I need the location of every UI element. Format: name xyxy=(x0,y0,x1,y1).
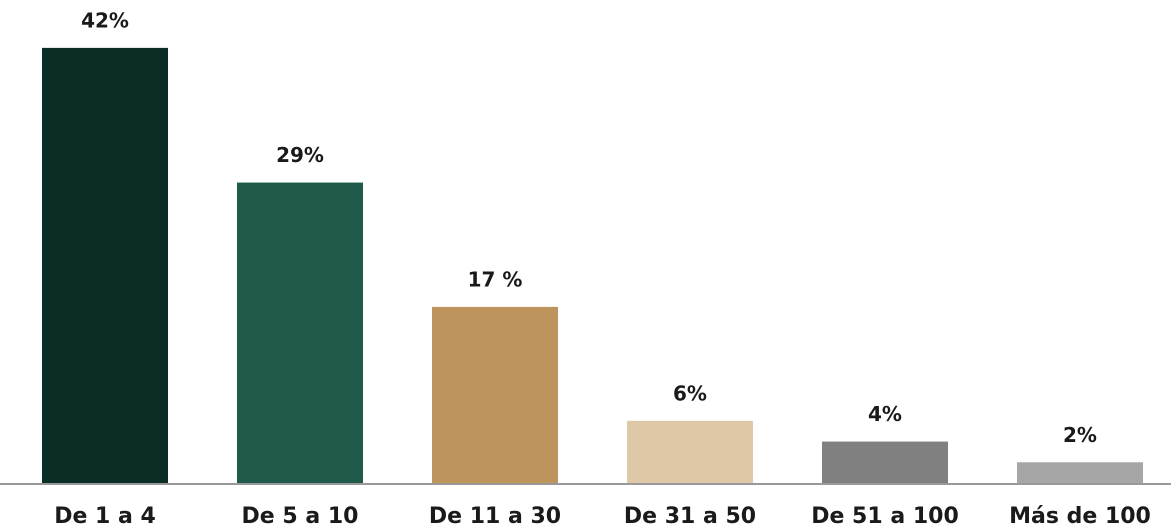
value-label: 29% xyxy=(276,143,324,167)
value-label: 17 % xyxy=(468,267,523,291)
bar xyxy=(1017,462,1143,483)
value-label: 6% xyxy=(673,381,707,405)
x-tick-label: De 31 a 50 xyxy=(624,504,756,529)
x-tick-label: Más de 100 xyxy=(1009,504,1151,529)
bar xyxy=(627,420,753,483)
x-tick-label: De 1 a 4 xyxy=(54,504,156,529)
bar xyxy=(237,182,363,483)
x-tick-label: De 5 a 10 xyxy=(242,504,359,529)
bar xyxy=(822,441,948,483)
x-tick-label: De 51 a 100 xyxy=(811,504,959,529)
value-label: 4% xyxy=(868,402,902,426)
bar xyxy=(42,47,168,483)
value-label: 42% xyxy=(81,8,129,32)
bar xyxy=(432,306,558,483)
value-label: 2% xyxy=(1063,423,1097,447)
x-tick-label: De 11 a 30 xyxy=(429,504,561,529)
